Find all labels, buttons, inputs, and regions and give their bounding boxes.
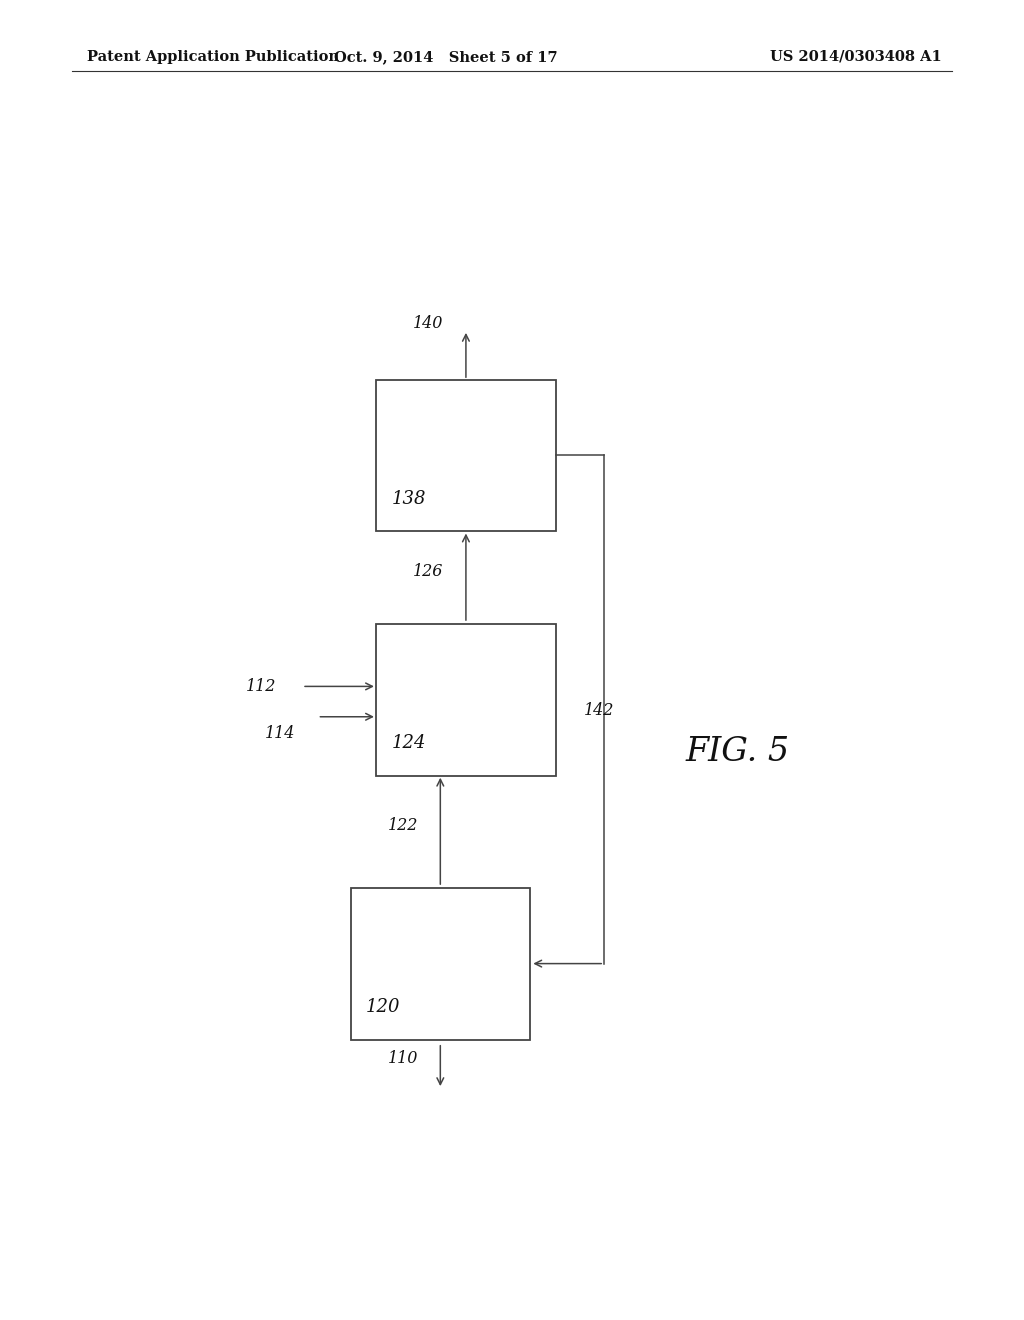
Text: 124: 124 [392, 734, 426, 752]
Text: 120: 120 [367, 998, 400, 1016]
Text: 122: 122 [387, 817, 418, 833]
Text: Oct. 9, 2014   Sheet 5 of 17: Oct. 9, 2014 Sheet 5 of 17 [334, 50, 557, 63]
Text: US 2014/0303408 A1: US 2014/0303408 A1 [770, 50, 942, 63]
Bar [350, 887, 530, 1040]
Bar [377, 624, 555, 776]
Text: 110: 110 [387, 1051, 418, 1067]
Text: 114: 114 [264, 726, 295, 742]
Text: 142: 142 [584, 702, 614, 718]
Text: 140: 140 [413, 315, 443, 331]
Text: 126: 126 [413, 564, 443, 579]
Text: FIG. 5: FIG. 5 [685, 737, 790, 768]
Text: 138: 138 [392, 490, 426, 507]
Text: Patent Application Publication: Patent Application Publication [87, 50, 339, 63]
Bar [377, 380, 555, 531]
Text: 112: 112 [246, 678, 276, 694]
